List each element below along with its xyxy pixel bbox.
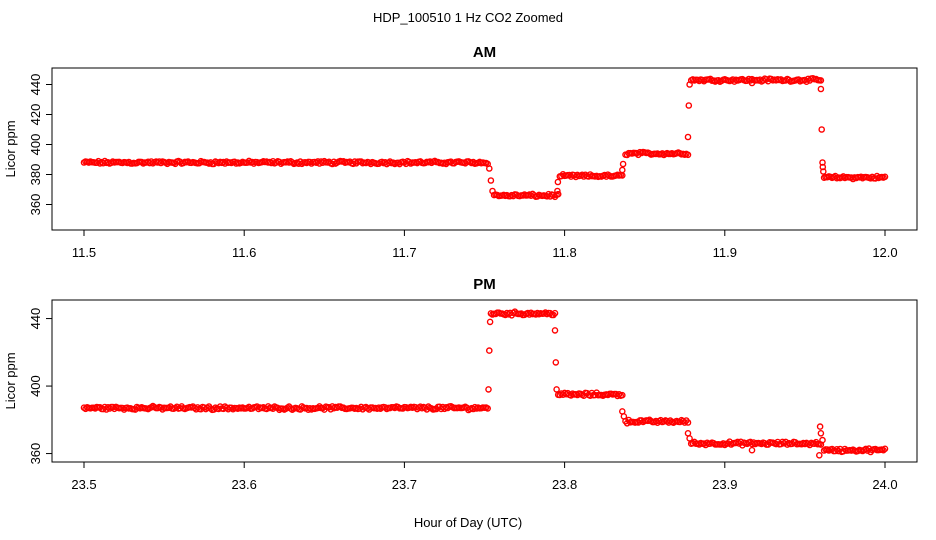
- y-tick-label: 380: [28, 164, 43, 186]
- x-tick-label: 23.7: [392, 477, 417, 492]
- data-point: [620, 413, 628, 420]
- figure-title: HDP_100510 1 Hz CO2 Zoomed: [373, 10, 563, 25]
- y-axis-label: Licor ppm: [3, 352, 18, 409]
- data-point: [734, 438, 741, 446]
- y-tick-label: 440: [28, 74, 43, 96]
- x-tick-label: 12.0: [872, 245, 897, 260]
- data-point: [819, 436, 826, 444]
- data-point: [779, 438, 786, 446]
- data-points: [80, 308, 889, 459]
- plot-frame: [51, 67, 918, 231]
- x-tick-label: 11.7: [392, 245, 416, 260]
- data-point: [485, 165, 493, 172]
- data-point: [881, 445, 889, 453]
- data-point: [817, 429, 825, 437]
- data-point: [615, 390, 623, 398]
- data-point: [817, 77, 825, 84]
- data-point: [554, 178, 562, 186]
- y-tick-label: 400: [28, 375, 43, 397]
- data-point: [486, 318, 494, 326]
- panel-am: AM 11.5 11.6 11.7 11.8 11.9 12.0 360 380 400 420 44…: [3, 44, 918, 260]
- y-tick-label: 360: [28, 194, 43, 216]
- panel-title: PM: [473, 276, 496, 293]
- data-point: [820, 168, 827, 175]
- x-tick-label: 11.5: [72, 245, 96, 260]
- x-tick-label: 11.9: [713, 245, 737, 260]
- x-tick-label: 23.8: [552, 477, 577, 492]
- x-tick-label: 23.9: [712, 477, 737, 492]
- data-point: [748, 79, 756, 87]
- data-point: [485, 347, 493, 354]
- panel-pm: PM 23.5 23.6 23.7 23.8 23.9 24.0 360 400 440 Licor…: [3, 276, 918, 492]
- panels: AM 11.5 11.6 11.7 11.8 11.9 12.0 360 380 400 420 44…: [3, 44, 918, 492]
- data-point: [686, 81, 693, 88]
- data-point: [619, 166, 626, 174]
- data-point: [245, 157, 253, 165]
- data-point: [684, 133, 692, 141]
- data-point: [484, 405, 492, 412]
- data-point: [551, 309, 559, 317]
- data-point: [619, 160, 627, 168]
- data-point: [553, 386, 560, 393]
- data-point: [881, 173, 889, 181]
- data-point: [485, 386, 492, 393]
- figure-xlabel: Hour of Day (UTC): [414, 515, 522, 530]
- y-tick-label: 440: [28, 308, 43, 330]
- data-point: [619, 391, 626, 399]
- data-point: [551, 327, 559, 334]
- data-points: [80, 75, 889, 201]
- data-point: [748, 446, 756, 454]
- data-point: [554, 190, 562, 198]
- panel-title: AM: [473, 44, 496, 61]
- data-point: [684, 151, 692, 159]
- y-tick-label: 420: [28, 104, 43, 126]
- data-point: [686, 435, 693, 442]
- data-point: [552, 359, 560, 366]
- x-tick-label: 24.0: [872, 477, 897, 492]
- data-point: [880, 446, 887, 454]
- data-point: [816, 423, 824, 430]
- data-point: [316, 403, 323, 410]
- data-point: [862, 445, 870, 453]
- data-point: [684, 419, 692, 426]
- data-point: [817, 85, 825, 93]
- y-tick-label: 360: [28, 443, 43, 465]
- x-tick-label: 23.6: [232, 477, 257, 492]
- data-point: [818, 126, 826, 133]
- data-point: [489, 187, 496, 195]
- data-point: [554, 187, 561, 195]
- data-point: [685, 102, 693, 109]
- y-tick-label: 400: [28, 134, 43, 156]
- x-tick-label: 11.6: [232, 245, 256, 260]
- x-tick-label: 23.5: [71, 477, 96, 492]
- data-point: [816, 451, 823, 459]
- plot-frame: [51, 299, 918, 463]
- y-axis-label: Licor ppm: [3, 120, 18, 177]
- x-tick-label: 11.8: [552, 245, 576, 260]
- data-point: [487, 177, 495, 184]
